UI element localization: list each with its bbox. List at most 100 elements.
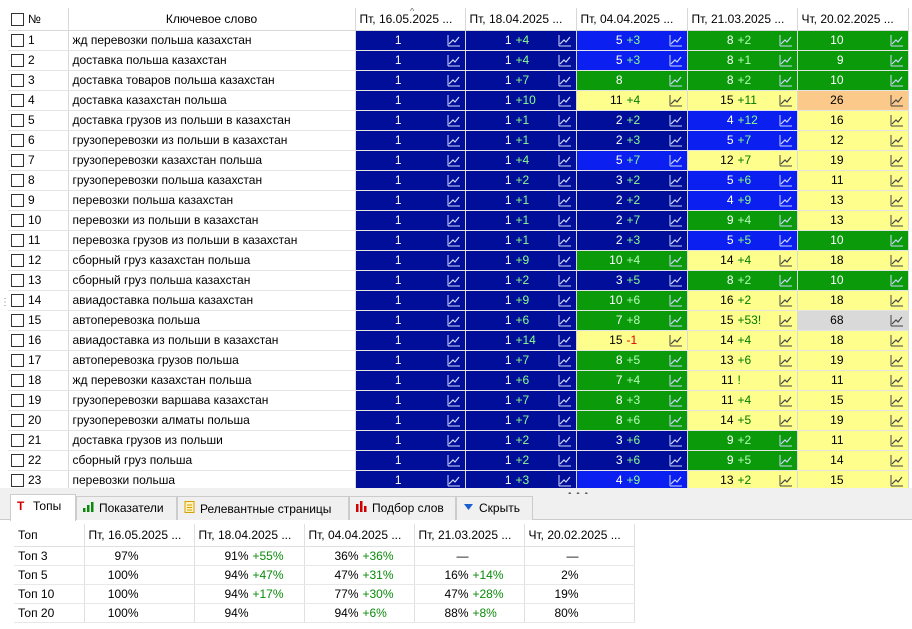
row-number-cell[interactable]: 20 xyxy=(8,410,69,431)
trend-chart-icon[interactable] xyxy=(447,134,461,147)
row-number-cell[interactable]: 16 xyxy=(8,330,69,351)
row-checkbox[interactable] xyxy=(11,394,24,408)
trend-chart-icon[interactable] xyxy=(890,374,904,387)
position-cell[interactable]: 1 xyxy=(355,90,466,111)
row-number-cell[interactable]: 15 xyxy=(8,310,69,331)
trend-chart-icon[interactable] xyxy=(558,434,572,447)
row-number-cell[interactable]: 4 xyxy=(8,90,69,111)
trend-chart-icon[interactable] xyxy=(890,114,904,127)
keyword-cell[interactable]: сборный груз польша казахстан xyxy=(68,270,356,291)
trend-chart-icon[interactable] xyxy=(890,214,904,227)
trend-chart-icon[interactable] xyxy=(447,154,461,167)
position-cell[interactable]: 3 +6 xyxy=(576,450,688,471)
position-cell[interactable]: 15 +53! xyxy=(687,310,798,331)
column-keyword-header[interactable]: Ключевое слово xyxy=(68,8,356,31)
position-cell[interactable]: 9 xyxy=(797,50,909,71)
position-cell[interactable]: 8 +2 xyxy=(687,30,798,51)
row-checkbox[interactable] xyxy=(11,54,24,68)
trend-chart-icon[interactable] xyxy=(779,154,793,167)
keyword-cell[interactable]: грузоперевозки варшава казахстан xyxy=(68,390,356,411)
trend-chart-icon[interactable] xyxy=(447,234,461,247)
tops-row[interactable]: Топ 5 100% 94% +47% 47% +31% 16% +14% 2% xyxy=(14,565,635,585)
trend-chart-icon[interactable] xyxy=(779,174,793,187)
tops-row[interactable]: Топ 3 97% 91% +55% 36% +36% — — xyxy=(14,546,635,566)
position-cell[interactable]: 9 +2 xyxy=(687,430,798,451)
trend-chart-icon[interactable] xyxy=(669,234,683,247)
trend-chart-icon[interactable] xyxy=(669,54,683,67)
position-cell[interactable]: 14 +4 xyxy=(687,330,798,351)
trend-chart-icon[interactable] xyxy=(669,334,683,347)
trend-chart-icon[interactable] xyxy=(447,174,461,187)
keyword-cell[interactable]: доставка грузов из польши xyxy=(68,430,356,451)
column-date-header[interactable]: ^ Пт, 16.05.2025 ... xyxy=(355,8,466,31)
position-cell[interactable]: 7 +4 xyxy=(576,370,688,391)
row-number-cell[interactable]: 23 xyxy=(8,470,69,488)
position-cell[interactable]: 13 +6 xyxy=(687,350,798,371)
position-cell[interactable]: 1 +1 xyxy=(465,230,577,251)
position-cell[interactable]: 1 xyxy=(355,270,466,291)
trend-chart-icon[interactable] xyxy=(669,414,683,427)
trend-chart-icon[interactable] xyxy=(558,454,572,467)
trend-chart-icon[interactable] xyxy=(558,274,572,287)
position-cell[interactable]: 1 xyxy=(355,290,466,311)
position-cell[interactable]: 11! xyxy=(687,370,798,391)
row-number-cell[interactable]: 13 xyxy=(8,270,69,291)
trend-chart-icon[interactable] xyxy=(669,174,683,187)
row-checkbox[interactable] xyxy=(11,434,24,448)
position-cell[interactable]: 14 xyxy=(797,450,909,471)
position-cell[interactable]: 12 +7 xyxy=(687,150,798,171)
trend-chart-icon[interactable] xyxy=(890,454,904,467)
position-cell[interactable]: 10 xyxy=(797,230,909,251)
trend-chart-icon[interactable] xyxy=(890,94,904,107)
position-cell[interactable]: 5 +7 xyxy=(576,150,688,171)
trend-chart-icon[interactable] xyxy=(558,394,572,407)
trend-chart-icon[interactable] xyxy=(779,194,793,207)
trend-chart-icon[interactable] xyxy=(669,94,683,107)
position-cell[interactable]: 12 xyxy=(797,130,909,151)
row-checkbox[interactable] xyxy=(11,234,24,248)
position-cell[interactable]: 1 +3 xyxy=(465,470,577,488)
trend-chart-icon[interactable] xyxy=(779,474,793,487)
position-cell[interactable]: 9 +5 xyxy=(687,450,798,471)
trend-chart-icon[interactable] xyxy=(669,274,683,287)
keyword-cell[interactable]: автоперевозка грузов польша xyxy=(68,350,356,371)
trend-chart-icon[interactable] xyxy=(447,354,461,367)
position-cell[interactable]: 1 xyxy=(355,30,466,51)
trend-chart-icon[interactable] xyxy=(558,114,572,127)
position-cell[interactable]: 11 xyxy=(797,170,909,191)
position-cell[interactable]: 1 xyxy=(355,150,466,171)
table-row[interactable]: 1 жд перевозки польша казахстан 1 1 +4 5 +3 8 +2… xyxy=(8,30,909,51)
tops-date-header[interactable]: Пт, 21.03.2025 ... xyxy=(414,524,525,547)
row-checkbox[interactable] xyxy=(11,414,24,428)
trend-chart-icon[interactable] xyxy=(669,214,683,227)
trend-chart-icon[interactable] xyxy=(447,374,461,387)
trend-chart-icon[interactable] xyxy=(779,374,793,387)
position-cell[interactable]: 19 xyxy=(797,410,909,431)
trend-chart-icon[interactable] xyxy=(558,334,572,347)
position-cell[interactable]: 1 +9 xyxy=(465,290,577,311)
row-checkbox[interactable] xyxy=(11,334,24,348)
column-date-header[interactable]: Пт, 21.03.2025 ... xyxy=(687,8,798,31)
trend-chart-icon[interactable] xyxy=(447,334,461,347)
keyword-cell[interactable]: грузоперевозки казахстан польша xyxy=(68,150,356,171)
position-cell[interactable]: 10 +4 xyxy=(576,250,688,271)
row-checkbox[interactable] xyxy=(11,154,24,168)
position-cell[interactable]: 1 +2 xyxy=(465,430,577,451)
trend-chart-icon[interactable] xyxy=(890,134,904,147)
tops-date-header[interactable]: Пт, 16.05.2025 ... xyxy=(84,524,195,547)
position-cell[interactable]: 10 +6 xyxy=(576,290,688,311)
keyword-cell[interactable]: грузоперевозки из польши в казахстан xyxy=(68,130,356,151)
trend-chart-icon[interactable] xyxy=(669,154,683,167)
trend-chart-icon[interactable] xyxy=(447,74,461,87)
position-cell[interactable]: 8 +1 xyxy=(687,50,798,71)
position-cell[interactable]: 11 +4 xyxy=(687,390,798,411)
trend-chart-icon[interactable] xyxy=(558,294,572,307)
trend-chart-icon[interactable] xyxy=(890,474,904,487)
trend-chart-icon[interactable] xyxy=(779,134,793,147)
trend-chart-icon[interactable] xyxy=(779,274,793,287)
table-row[interactable]: 21 доставка грузов из польши 1 1 +2 3 +6 9 +2 11 xyxy=(8,430,909,451)
trend-chart-icon[interactable] xyxy=(447,314,461,327)
table-row[interactable]: 19 грузоперевозки варшава казахстан 1 1 +7 8 +… xyxy=(8,390,909,411)
row-number-cell[interactable]: 21 xyxy=(8,430,69,451)
table-row[interactable]: 13 сборный груз польша казахстан 1 1 +2 3 +5 8 +… xyxy=(8,270,909,291)
